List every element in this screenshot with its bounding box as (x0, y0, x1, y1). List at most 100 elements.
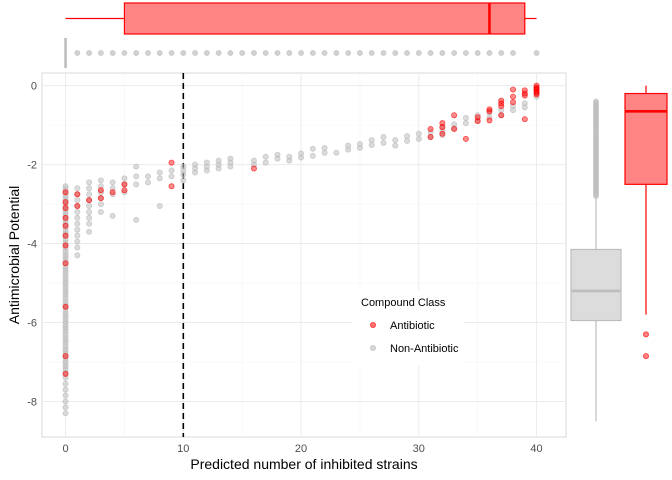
non-antibiotic-point (380, 133, 387, 140)
antibiotic-point (451, 126, 458, 133)
marginal-x-boxplots (64, 2, 540, 68)
non-antibiotic-point (109, 179, 116, 186)
non-antibiotic-x-outlier (357, 50, 363, 56)
non-antibiotic-point (368, 141, 375, 148)
x-tick-label: 40 (530, 443, 542, 455)
non-antibiotic-point (356, 145, 363, 152)
non-antibiotic-x-outlier (474, 50, 481, 56)
non-antibiotic-y-outlier (593, 193, 599, 200)
non-antibiotic-x-outlier (486, 50, 493, 56)
non-antibiotic-x-outlier (451, 50, 458, 56)
non-antibiotic-point (86, 179, 93, 186)
antibiotic-point (498, 112, 505, 119)
non-antibiotic-point (74, 197, 81, 204)
antibiotic-point (62, 242, 69, 249)
non-antibiotic-point (415, 135, 422, 142)
non-antibiotic-point (309, 152, 316, 159)
non-antibiotic-x-outlier (145, 50, 151, 56)
x-axis-title: Predicted number of inhibited strains (190, 456, 417, 472)
non-antibiotic-point (392, 137, 399, 144)
legend-title: Compound Class (361, 297, 446, 309)
non-antibiotic-x-outlier (439, 50, 446, 56)
non-antibiotic-x-outlier (74, 50, 81, 56)
non-antibiotic-point (168, 167, 175, 174)
antibiotic-point (74, 203, 81, 210)
non-antibiotic-x-outlier (109, 50, 116, 56)
legend-key-antibiotic (369, 321, 376, 328)
non-antibiotic-point (133, 173, 140, 180)
non-antibiotic-x-outlier (203, 50, 210, 56)
non-antibiotic-x-outlier (510, 50, 516, 56)
non-antibiotic-point (62, 410, 69, 417)
non-antibiotic-x-outlier (86, 50, 93, 56)
non-antibiotic-point (86, 208, 93, 215)
antibiotic-point (121, 181, 128, 188)
antibiotic-point (486, 117, 493, 124)
antibiotic-point (62, 232, 69, 239)
non-antibiotic-point (144, 173, 151, 180)
antibiotic-point (510, 99, 517, 106)
antibiotic-y-box (624, 92, 668, 185)
non-antibiotic-point (74, 244, 81, 251)
non-antibiotic-point (321, 149, 328, 156)
antibiotic-point (510, 86, 517, 93)
non-antibiotic-point (215, 165, 222, 172)
non-antibiotic-point (97, 201, 104, 208)
non-antibiotic-x-outlier (380, 50, 387, 56)
antibiotic-point (439, 120, 446, 127)
non-antibiotic-point (97, 177, 104, 184)
non-antibiotic-point (62, 392, 69, 399)
legend-label-antibiotic: Antibiotic (390, 320, 435, 332)
marginal-y-boxplots (570, 85, 668, 422)
non-antibiotic-x-outlier (392, 50, 399, 56)
antibiotic-point (521, 92, 528, 99)
non-antibiotic-x-outlier (463, 50, 469, 56)
non-antibiotic-point (133, 163, 140, 170)
scatter-panel-background (41, 72, 567, 438)
non-antibiotic-point (62, 386, 69, 393)
non-antibiotic-point (97, 208, 104, 215)
y-tick-label: -8 (27, 396, 37, 408)
antibiotic-point (62, 222, 69, 229)
scatter-panel (41, 72, 567, 438)
non-antibiotic-point (462, 120, 469, 127)
non-antibiotic-point (86, 185, 93, 192)
non-antibiotic-point (192, 169, 199, 176)
non-antibiotic-point (74, 232, 81, 239)
antibiotic-point (62, 199, 69, 206)
non-antibiotic-x-outlier (227, 50, 234, 56)
non-antibiotic-x-outlier (286, 50, 293, 56)
non-antibiotic-point (262, 153, 269, 160)
non-antibiotic-point (133, 181, 140, 188)
non-antibiotic-point (74, 214, 81, 221)
non-antibiotic-point (74, 252, 81, 259)
non-antibiotic-point (121, 175, 128, 182)
non-antibiotic-point (227, 163, 234, 170)
antibiotic-point (62, 205, 69, 212)
non-antibiotic-point (74, 238, 81, 245)
non-antibiotic-x-outlier (404, 50, 410, 56)
y-tick-labels: 0 -2 -4 -6 -8 (27, 81, 37, 409)
antibiotic-point (121, 187, 128, 194)
non-antibiotic-point (133, 216, 140, 223)
non-antibiotic-x-outlier (215, 50, 222, 56)
non-antibiotic-point (309, 145, 316, 152)
non-antibiotic-point (74, 185, 81, 192)
non-antibiotic-x-outlier (274, 50, 281, 56)
non-antibiotic-point (109, 191, 116, 198)
antibiotic-point (533, 86, 540, 93)
non-antibiotic-point (392, 142, 399, 149)
antibiotic-point (97, 195, 104, 202)
antibiotic-point (486, 108, 493, 115)
antibiotic-point (427, 133, 434, 140)
non-antibiotic-point (286, 157, 293, 164)
non-antibiotic-x-outlier (309, 50, 316, 56)
y-tick-label: 0 (31, 81, 37, 93)
non-antibiotic-x-outlier (133, 50, 140, 56)
non-antibiotic-point (521, 104, 528, 111)
non-antibiotic-point (62, 404, 69, 411)
antibiotic-point (439, 130, 446, 137)
antibiotic-x-box (123, 2, 526, 35)
non-antibiotic-point (298, 154, 305, 161)
